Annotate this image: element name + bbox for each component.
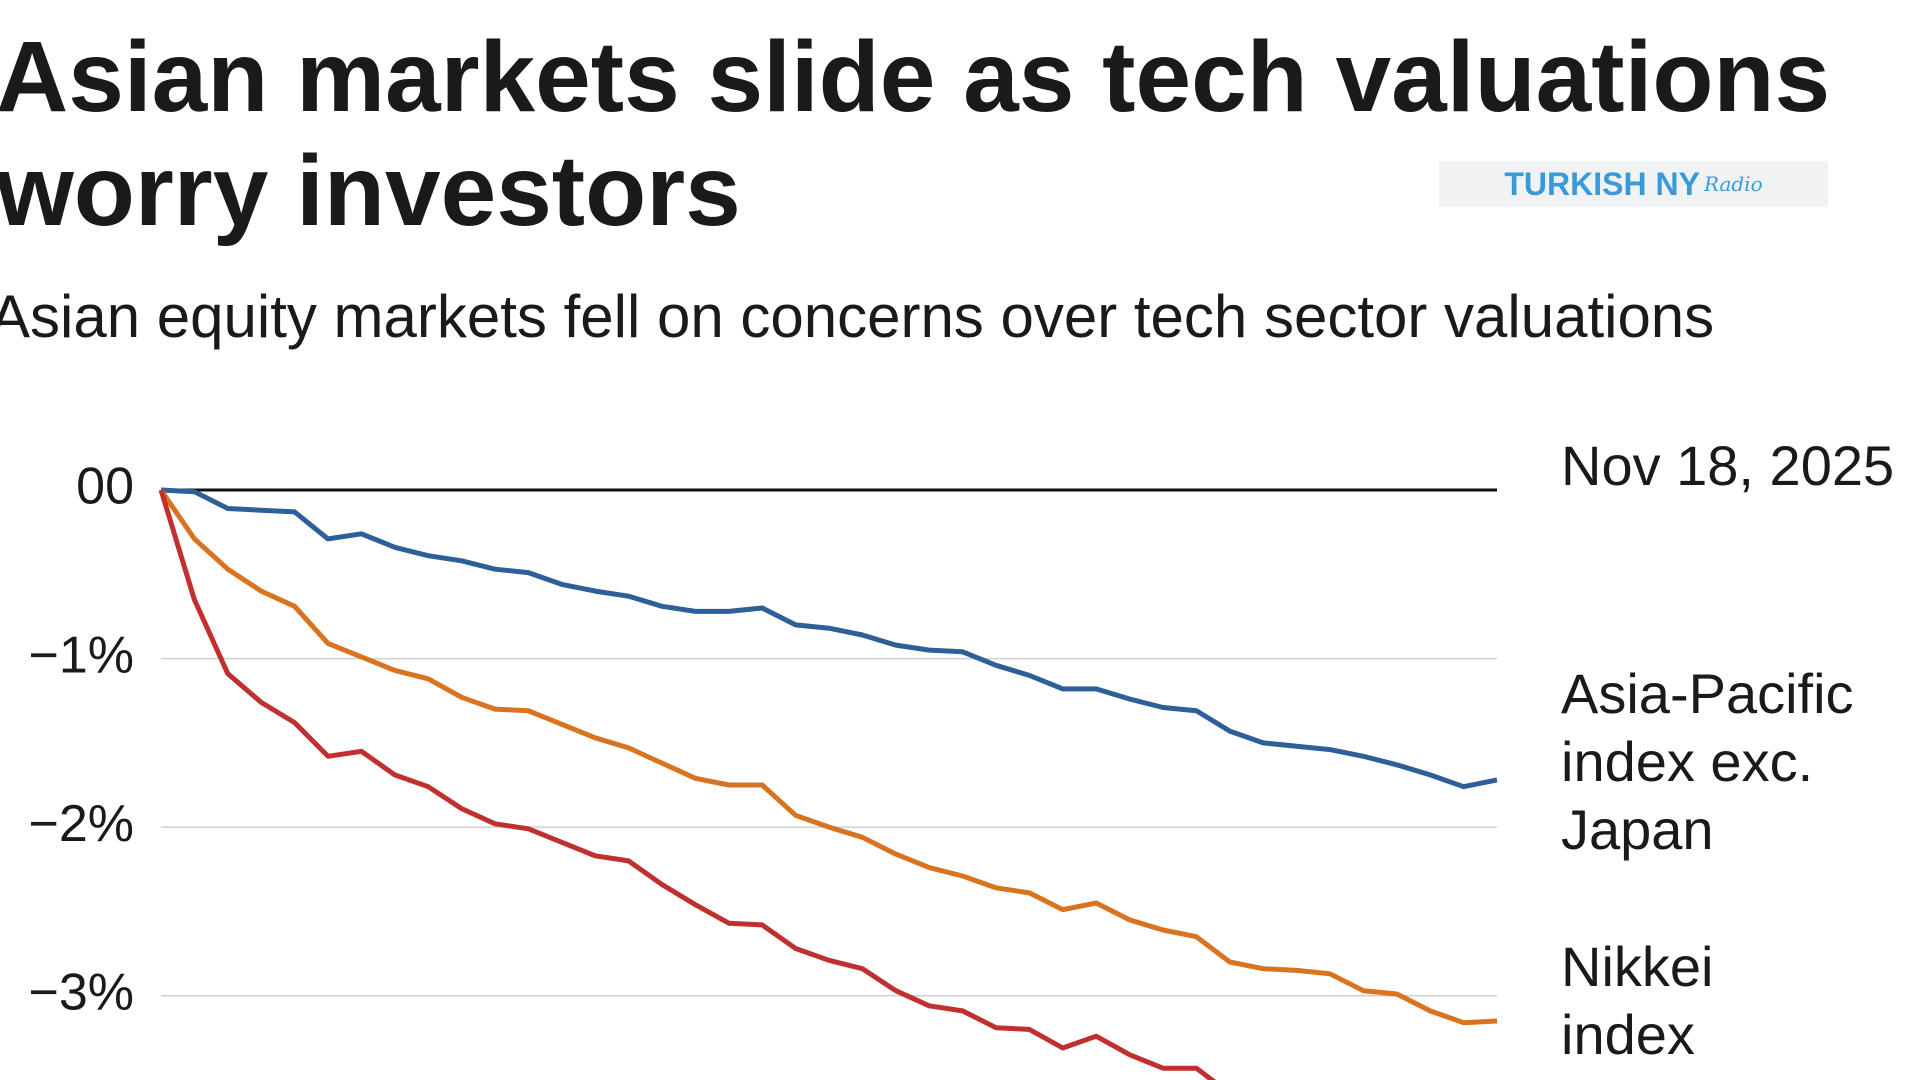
watermark-text: TURKISH NY — [1504, 165, 1700, 202]
watermark-script: Radio — [1703, 172, 1763, 196]
y-tick-label: −3% — [28, 963, 134, 1021]
series-line — [158, 489, 1217, 1080]
y-tick-label: −2% — [28, 795, 134, 853]
series-line — [160, 487, 1498, 790]
date-annotation: Nov 18, 2025 — [1561, 434, 1894, 497]
series-label: Nikkei index — [1561, 935, 1714, 1066]
series-label: Asia-Pacific index exc. Japan — [1561, 662, 1854, 861]
y-tick-label: −1% — [28, 626, 134, 684]
chart-title: Asian markets slide as tech valuations w… — [0, 21, 1831, 247]
watermark: TURKISH NY Radio — [1439, 161, 1828, 207]
y-tick-label: 00 — [76, 458, 134, 516]
series-line — [158, 488, 1498, 1026]
chart-subtitle: Asian equity markets fell on concerns ov… — [0, 283, 1715, 350]
